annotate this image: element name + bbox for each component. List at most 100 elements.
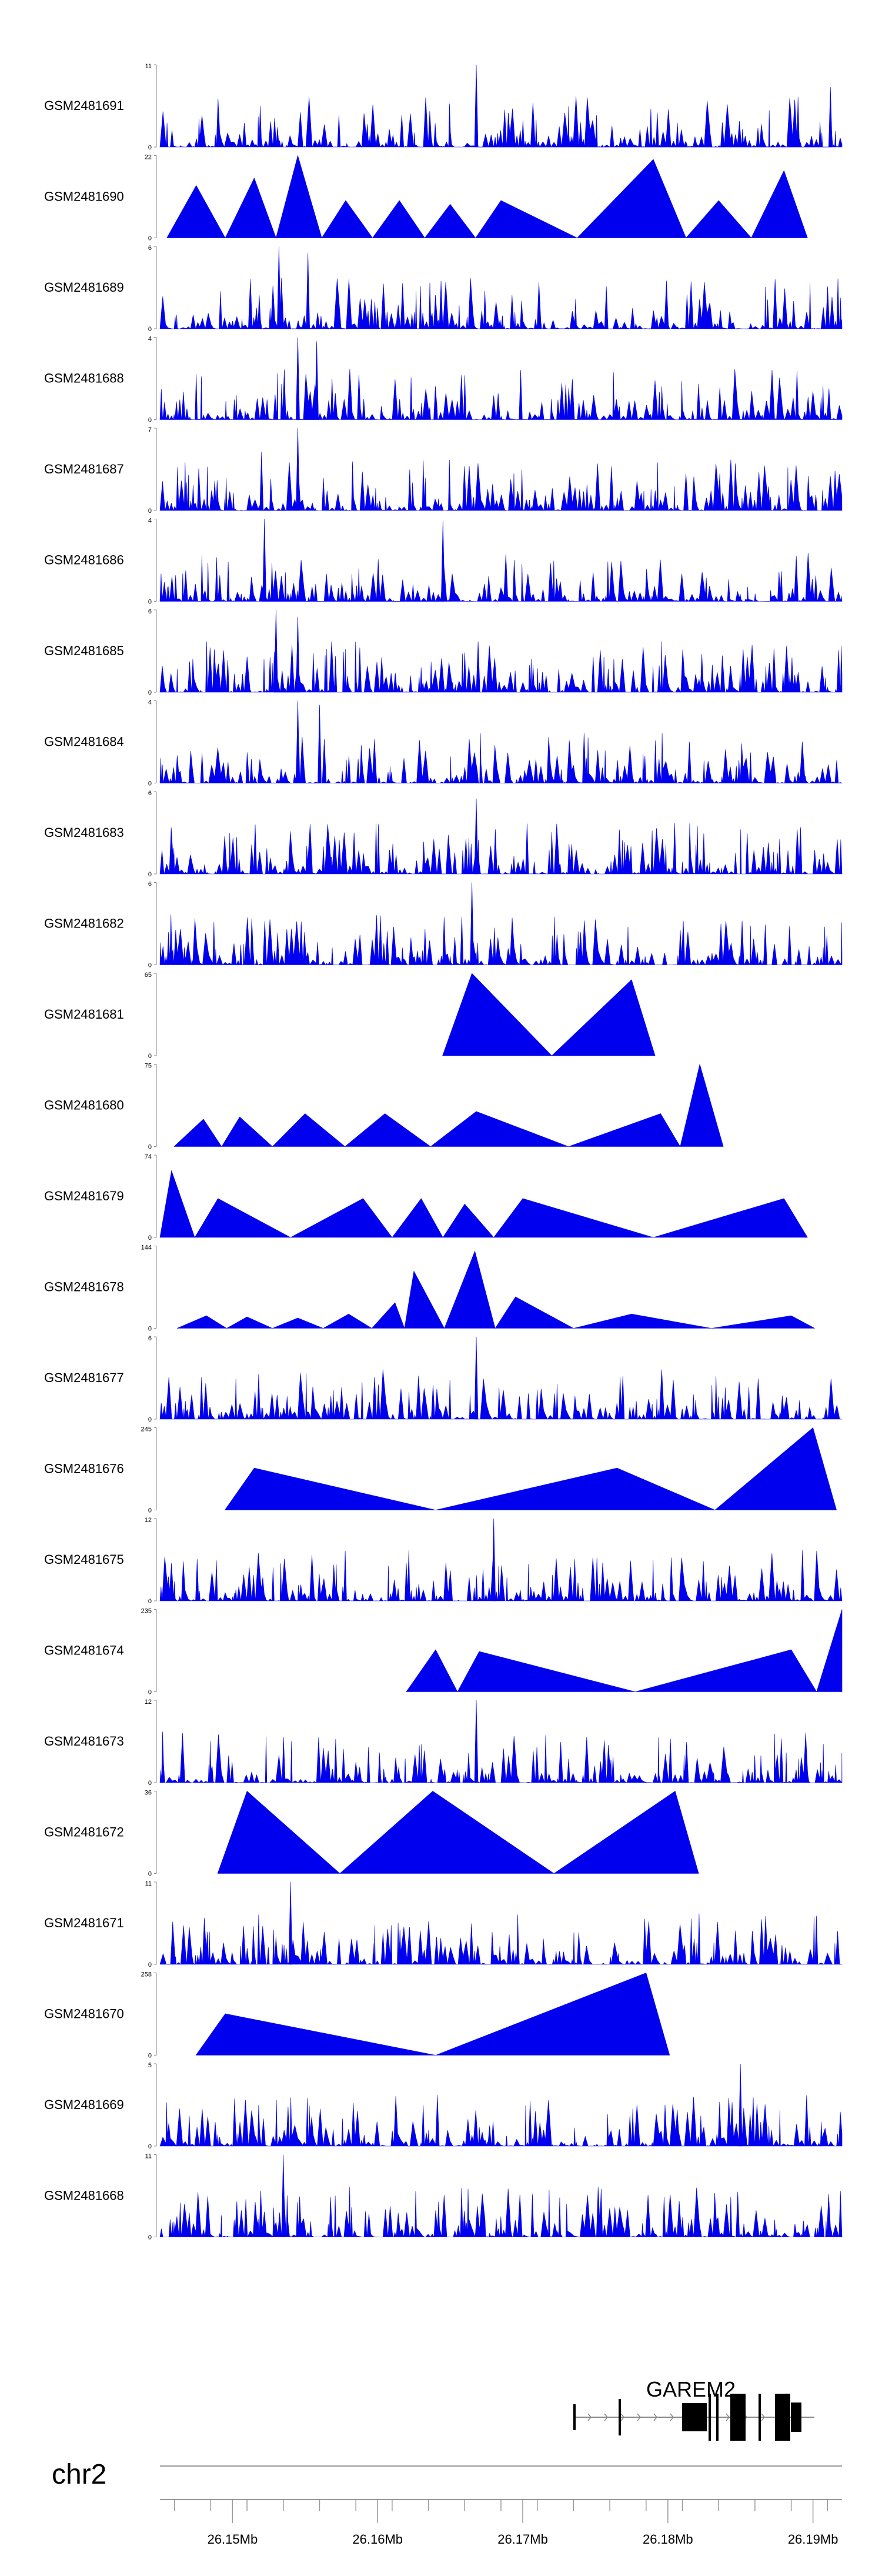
coverage-area [159, 1170, 808, 1238]
y-min-label: 0 [148, 599, 152, 606]
coverage-area [159, 553, 843, 602]
coverage-area [224, 1427, 837, 1510]
axis-tick-label: 26.18Mb [643, 2532, 693, 2547]
y-min-label: 0 [148, 417, 152, 424]
coverage-peak [274, 609, 300, 693]
coverage-area [159, 459, 843, 512]
y-max-label: 11 [145, 1880, 152, 1887]
y-min-label: 0 [148, 508, 152, 515]
y-min-label: 0 [148, 780, 152, 788]
coverage-peak [288, 1881, 293, 1965]
track-GSM2481686: GSM2481686 4 0 [44, 518, 843, 606]
strand-arrow [653, 2413, 657, 2421]
coverage-area [159, 823, 843, 875]
coverage-peak [474, 64, 833, 148]
y-min-label: 0 [148, 2234, 152, 2241]
track-GSM2481669: GSM2481669 5 0 [44, 2062, 843, 2150]
y-min-label: 0 [148, 326, 152, 333]
y-max-label: 4 [148, 699, 152, 706]
y-min-label: 0 [148, 1053, 152, 1060]
axis-ticks: 26.15Mb 26.16Mb 26.17Mb 26.18Mb 26.19Mb [173, 2500, 838, 2547]
coverage-peak [738, 2063, 743, 2147]
gene-exon [791, 2403, 801, 2432]
strand-arrow [726, 2413, 730, 2421]
coverage-area [176, 1250, 815, 1329]
coverage-area [217, 1790, 699, 1874]
track-name-label: GSM2481678 [44, 1280, 124, 1294]
gene-model-glyph [573, 2394, 814, 2441]
y-min-label: 0 [148, 1234, 152, 1242]
track-name-label: GSM2481686 [44, 553, 124, 568]
track-name-label: GSM2481674 [44, 1643, 124, 1658]
coverage-peak [296, 337, 319, 420]
track-GSM2481679: GSM2481679 74 0 [44, 1153, 808, 1242]
coverage-peak [296, 700, 322, 783]
coverage-peak [262, 519, 445, 602]
coverage-area [159, 641, 843, 693]
track-name-label: GSM2481670 [44, 2007, 124, 2021]
coverage-area [406, 1609, 843, 1693]
gene-exon [759, 2394, 761, 2441]
coverage-area [159, 1369, 843, 1420]
genome-axis-track: chr2 26.15Mb 26.16Mb 26.17Mb 26.18Mb 26.19Mb [52, 2459, 842, 2547]
track-name-label: GSM2481685 [44, 643, 124, 658]
coverage-peak [259, 428, 300, 511]
gene-exon [709, 2394, 711, 2441]
coverage-area [159, 2187, 843, 2238]
chromosome-label: chr2 [52, 2459, 106, 2490]
track-GSM2481678: GSM2481678 144 0 [44, 1244, 815, 1333]
coverage-peak [492, 1518, 496, 1601]
track-GSM2481675: GSM2481675 12 0 [44, 1517, 843, 1605]
track-name-label: GSM2481690 [44, 189, 124, 204]
coverage-peak [474, 1700, 479, 1783]
track-GSM2481680: GSM2481680 75 0 [44, 1063, 724, 1151]
track-name-label: GSM2481684 [44, 735, 124, 749]
y-max-label: 75 [145, 1063, 152, 1070]
y-min-label: 0 [148, 144, 152, 151]
axis-tick-label: 26.15Mb [208, 2532, 258, 2547]
gene-exon [619, 2399, 621, 2435]
y-min-label: 0 [148, 1961, 152, 1968]
y-max-label: 6 [148, 881, 152, 888]
gene-name-label: GAREM2 [646, 2377, 736, 2401]
track-name-label: GSM2481671 [44, 1916, 124, 1930]
track-name-label: GSM2481681 [44, 1007, 124, 1022]
coverage-area [442, 973, 656, 1056]
track-GSM2481684: GSM2481684 4 0 [44, 699, 843, 788]
track-GSM2481691: GSM2481691 11 0 [44, 63, 843, 151]
y-max-label: 235 [141, 1608, 152, 1615]
y-min-label: 0 [148, 235, 152, 242]
y-max-label: 245 [141, 1426, 152, 1433]
coverage-area [159, 733, 843, 784]
track-GSM2481676: GSM2481676 245 0 [44, 1426, 837, 1514]
y-max-label: 11 [145, 63, 152, 70]
y-max-label: 4 [148, 518, 152, 525]
coverage-peak [277, 246, 310, 329]
coverage-area [159, 1731, 843, 1784]
coverage-area [159, 2095, 843, 2147]
track-GSM2481671: GSM2481671 11 0 [44, 1880, 843, 1968]
track-name-label: GSM2481673 [44, 1734, 124, 1749]
y-max-label: 144 [141, 1244, 152, 1252]
y-min-label: 0 [148, 1416, 152, 1423]
tracks-layer: GSM2481691110GSM2481690220GSM248168960GS… [44, 63, 843, 2241]
track-GSM2481670: GSM2481670 258 0 [44, 1971, 670, 2060]
strand-arrow [761, 2413, 765, 2421]
strand-arrow [620, 2413, 624, 2421]
coverage-area [159, 278, 843, 330]
coverage-area [166, 155, 808, 239]
track-GSM2481673: GSM2481673 12 0 [44, 1699, 843, 1787]
y-min-label: 0 [148, 2143, 152, 2150]
y-max-label: 11 [145, 2153, 152, 2160]
track-GSM2481674: GSM2481674 235 0 [44, 1608, 843, 1696]
y-min-label: 0 [148, 871, 152, 878]
y-min-label: 0 [148, 1598, 152, 1605]
y-max-label: 74 [145, 1153, 152, 1160]
coverage-area [159, 96, 843, 148]
track-name-label: GSM2481676 [44, 1461, 124, 1476]
coverage-area [159, 369, 843, 421]
axis-tick-label: 26.17Mb [497, 2532, 548, 2547]
track-name-label: GSM2481677 [44, 1370, 124, 1385]
gene-exon [573, 2404, 576, 2430]
